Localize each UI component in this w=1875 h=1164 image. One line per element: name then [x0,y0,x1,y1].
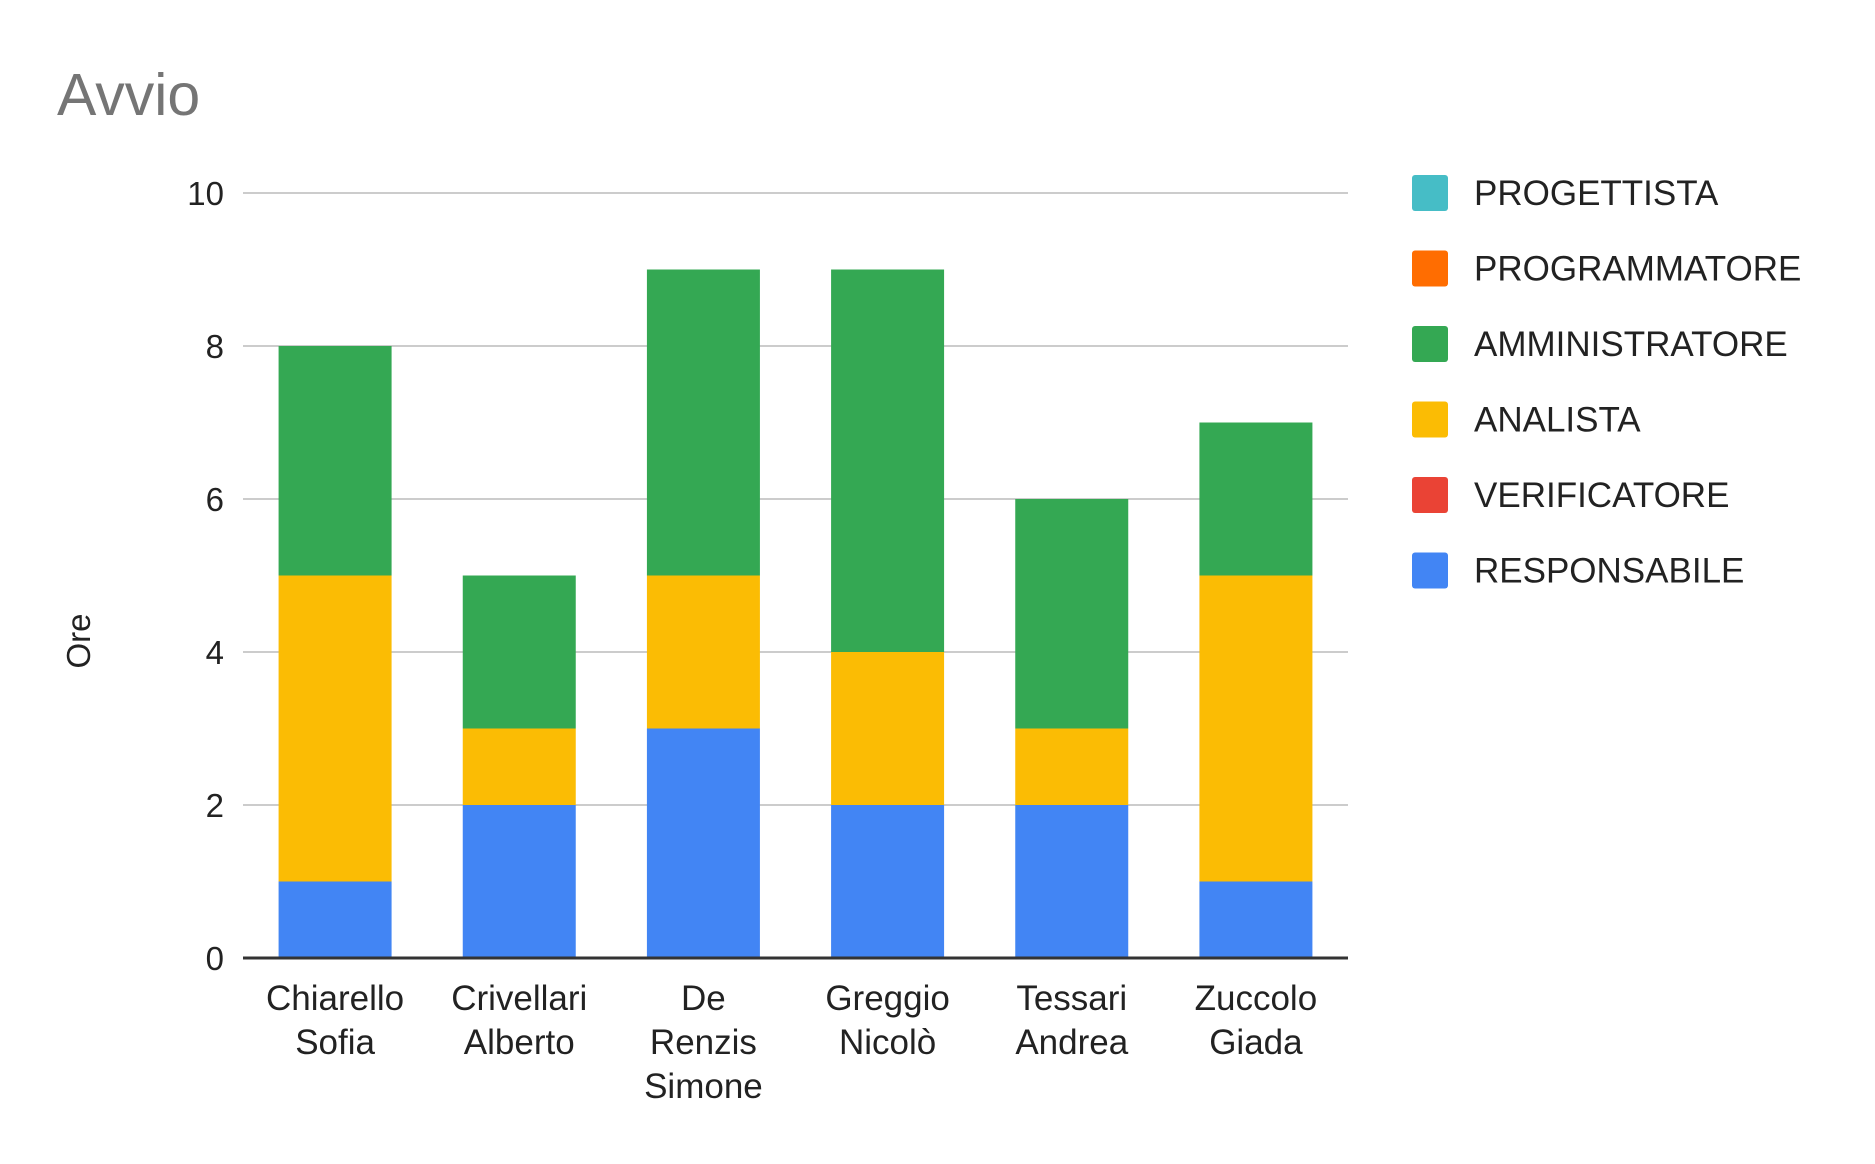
bar-segment [1199,881,1313,958]
legend-label: VERIFICATORE [1474,476,1729,515]
bar-segment [1015,728,1129,805]
bar-segment [1015,499,1129,729]
legend-label: ANALISTA [1474,401,1641,440]
bar-segment [278,575,392,882]
bar-segment [831,652,945,805]
bar-segment [1199,422,1313,576]
x-axis-categories: Chiarello Sofia Crivellari Alberto De Renzis S… [266,979,1317,1106]
bar-segment [831,805,945,958]
bar-segment [462,575,576,729]
legend-label: PROGRAMMATORE [1474,250,1801,289]
bar-segment [1199,575,1313,882]
x-category-label: Renzis [650,1023,757,1062]
gridlines [243,192,1348,806]
y-tick-label: 6 [206,481,224,518]
legend-swatch [1412,401,1448,438]
bar-segment [1015,805,1129,958]
y-tick-label: 2 [206,787,224,824]
bar-segment [646,575,760,729]
x-category-label: Sofia [295,1023,375,1062]
legend-label: PROGETTISTA [1474,174,1719,213]
legend-swatch [1412,477,1448,513]
legend-swatch [1412,326,1448,362]
x-category-label: Simone [644,1067,763,1106]
x-category-label: Giada [1209,1023,1303,1062]
y-tick-label: 8 [206,328,224,365]
x-category-label: Alberto [464,1023,575,1062]
legend-label: AMMINISTRATORE [1474,325,1788,364]
bar-segment [462,728,576,805]
bar-segment [462,805,576,958]
x-category-label: Andrea [1015,1023,1128,1062]
y-tick-label: 10 [187,175,224,212]
legend-swatch [1412,175,1448,211]
legend-swatch [1412,552,1448,589]
x-category-label: De [681,979,726,1018]
bar-segment [278,881,392,958]
legend: PROGETTISTA PROGRAMMATORE AMMINISTRATORE AN… [1412,174,1801,591]
bar-segment [646,269,760,576]
bar-segment [646,728,760,958]
x-category-label: Greggio [825,979,950,1018]
y-axis-ticks: 0 2 4 6 8 10 [187,175,224,977]
legend-swatch [1412,250,1448,287]
y-tick-label: 4 [206,634,224,671]
x-category-label: Zuccolo [1195,979,1318,1018]
x-category-label: Crivellari [451,979,587,1018]
y-axis-label: Ore [60,613,97,668]
x-category-label: Tessari [1016,979,1127,1018]
bar-segment [831,269,945,652]
bars [278,269,1313,958]
legend-label: RESPONSABILE [1474,552,1744,591]
x-category-label: Chiarello [266,979,404,1018]
bar-segment [278,346,392,576]
chart-title: Avvio [57,62,200,128]
y-tick-label: 0 [206,940,224,977]
x-category-label: Nicolò [839,1023,936,1062]
